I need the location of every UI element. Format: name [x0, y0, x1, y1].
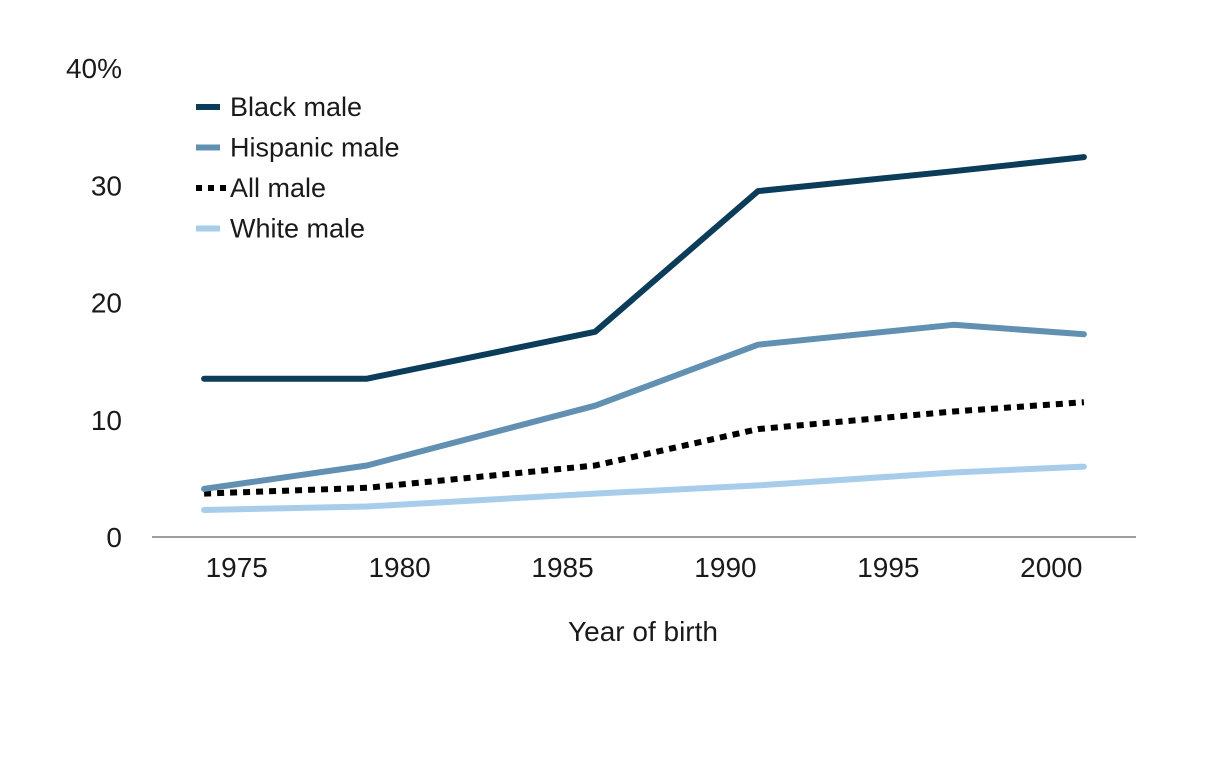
y-axis-tick-labels: 0 10 20 30 40% — [66, 53, 122, 553]
x-tick-label: 1975 — [206, 552, 268, 583]
series-lines — [201, 154, 1087, 513]
series-line-black-male — [201, 154, 1087, 382]
x-tick-label: 2000 — [1020, 552, 1082, 583]
y-tick-label: 20 — [91, 288, 122, 319]
x-tick-label: 1995 — [857, 552, 919, 583]
x-axis-title: Year of birth — [568, 616, 718, 647]
x-tick-label: 1985 — [531, 552, 593, 583]
legend-label: Black male — [230, 92, 362, 122]
series-line-white-male — [201, 463, 1087, 513]
x-axis-tick-labels: 1975 1980 1985 1990 1995 2000 — [206, 552, 1083, 583]
y-tick-label: 0 — [106, 522, 122, 553]
y-tick-label: 40% — [66, 53, 122, 84]
series-line-all-male — [203, 399, 1085, 497]
legend-label: White male — [230, 214, 365, 244]
x-tick-label: 1990 — [694, 552, 756, 583]
legend-label: All male — [230, 173, 326, 203]
y-tick-label: 30 — [91, 170, 122, 201]
series-line-hispanic-male — [201, 321, 1087, 492]
legend: Black male Hispanic male All male White mal… — [196, 92, 400, 244]
x-tick-label: 1980 — [368, 552, 430, 583]
y-tick-label: 10 — [91, 405, 122, 436]
legend-label: Hispanic male — [230, 133, 400, 163]
